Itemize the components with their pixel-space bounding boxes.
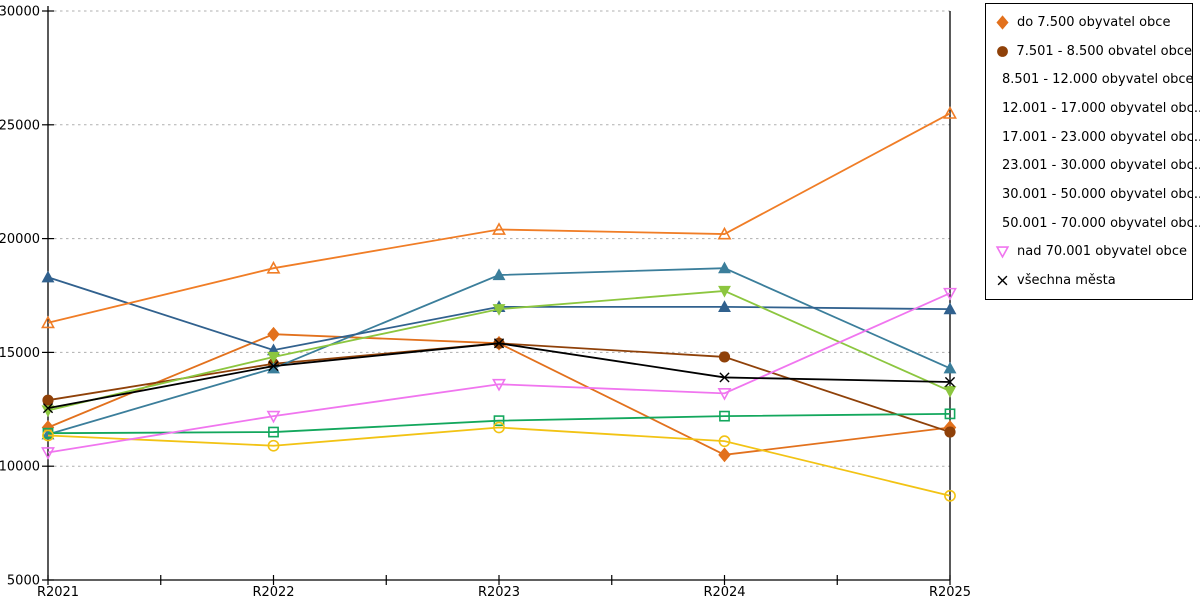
legend-box: do 7.500 obyvatel obce 7.501 - 8.500 obva… bbox=[985, 3, 1200, 300]
legend-item: 30.001 - 50.000 obyvatel obc... bbox=[986, 182, 1200, 206]
marker-triangle-down bbox=[492, 378, 506, 392]
marker-x bbox=[268, 360, 279, 372]
y-tick-label: 30000 bbox=[0, 5, 40, 20]
marker-x bbox=[493, 338, 505, 349]
marker-triangle-up bbox=[41, 270, 55, 283]
marker-triangle-up bbox=[718, 300, 731, 312]
marker-circle bbox=[944, 426, 956, 438]
marker-square bbox=[719, 410, 730, 422]
legend-marker-icon bbox=[997, 275, 1008, 286]
x-tick-label: R2023 bbox=[478, 585, 520, 600]
legend-item: 17.001 - 23.000 obyvatel obc... bbox=[986, 125, 1200, 149]
marker-triangle-up bbox=[266, 260, 281, 274]
x-tick-label: R2024 bbox=[703, 585, 745, 600]
marker-circle bbox=[718, 435, 731, 448]
marker-diamond bbox=[718, 447, 731, 463]
series-line bbox=[47, 412, 951, 435]
y-tick-label: 15000 bbox=[0, 346, 40, 361]
legend-label: 7.501 - 8.500 obvatel obce bbox=[1016, 43, 1192, 59]
marker-circle bbox=[267, 439, 280, 452]
legend-marker-icon bbox=[995, 246, 1010, 259]
legend-label: nad 70.001 obyvatel obce bbox=[1017, 244, 1187, 260]
series-line bbox=[47, 112, 951, 324]
marker-triangle-down bbox=[492, 304, 506, 316]
legend-label: 12.001 - 17.000 obyvatel obc... bbox=[1002, 101, 1200, 116]
marker-circle bbox=[718, 351, 731, 363]
marker-triangle-up bbox=[943, 302, 957, 315]
legend-item: 8.501 - 12.000 obyvatel obce bbox=[986, 68, 1194, 92]
marker-triangle-down bbox=[943, 287, 957, 301]
x-tick-label: R2021 bbox=[37, 585, 79, 600]
series-line bbox=[47, 342, 951, 433]
series-line bbox=[47, 267, 951, 436]
marker-triangle-down bbox=[41, 447, 55, 460]
marker-triangle-up bbox=[41, 315, 55, 329]
series-6 bbox=[42, 421, 956, 502]
marker-triangle-up bbox=[943, 106, 957, 119]
marker-triangle-up bbox=[718, 261, 731, 274]
marker-x bbox=[719, 372, 730, 383]
marker-circle bbox=[42, 394, 54, 406]
marker-triangle-up bbox=[267, 361, 280, 374]
marker-square bbox=[493, 415, 505, 427]
legend-item: nad 70.001 obyvatel obce bbox=[986, 240, 1192, 264]
legend-label: 17.001 - 23.000 obyvatel obc... bbox=[1002, 129, 1200, 145]
legend-item: 12.001 - 17.000 obyvatel obc... bbox=[986, 97, 1200, 121]
y-tick-label: 20000 bbox=[0, 232, 40, 247]
series-5 bbox=[42, 408, 956, 439]
marker-triangle-up bbox=[492, 268, 506, 281]
legend-marker-icon bbox=[996, 15, 1009, 30]
marker-triangle-down bbox=[995, 246, 1010, 259]
legend-marker-icon bbox=[997, 45, 1008, 57]
marker-circle bbox=[493, 421, 505, 434]
series-line bbox=[47, 426, 951, 497]
marker-diamond bbox=[267, 326, 280, 342]
marker-triangle-down bbox=[717, 387, 732, 401]
series-9 bbox=[42, 338, 956, 414]
legend-item: do 7.500 obyvatel obce bbox=[986, 11, 1192, 35]
marker-x bbox=[944, 376, 956, 388]
marker-triangle-up bbox=[943, 361, 957, 374]
legend-label: 50.001 - 70.000 obyvatel obc... bbox=[1002, 215, 1200, 231]
marker-circle bbox=[944, 489, 956, 502]
series-8 bbox=[41, 287, 957, 460]
marker-triangle-down bbox=[718, 285, 731, 298]
series-7 bbox=[41, 106, 957, 329]
marker-circle bbox=[997, 45, 1008, 57]
legend-label: 8.501 - 12.000 obyvatel obce bbox=[1002, 72, 1194, 88]
legend-item: všechna města bbox=[986, 268, 1192, 292]
marker-triangle-down bbox=[267, 351, 280, 364]
marker-triangle-down bbox=[943, 386, 957, 398]
marker-triangle-down bbox=[266, 410, 281, 424]
y-tick-label: 10000 bbox=[0, 460, 40, 475]
marker-square bbox=[944, 408, 956, 420]
series-line bbox=[47, 292, 951, 454]
marker-circle bbox=[42, 429, 54, 442]
x-tick-label: R2022 bbox=[252, 585, 294, 600]
x-tick-label: R2025 bbox=[929, 585, 971, 600]
legend-label: 23.001 - 30.000 obyvatel obc... bbox=[1002, 158, 1200, 174]
y-tick-label: 25000 bbox=[0, 118, 40, 133]
legend-label: všechna města bbox=[1017, 272, 1116, 288]
legend-label: do 7.500 obyvatel obce bbox=[1017, 15, 1171, 31]
marker-triangle-up bbox=[717, 226, 732, 240]
marker-square bbox=[268, 426, 279, 438]
marker-diamond bbox=[996, 15, 1009, 30]
legend-label: 30.001 - 50.000 obyvatel obc... bbox=[1002, 186, 1200, 202]
y-tick-label: 5000 bbox=[7, 574, 40, 589]
legend-item: 7.501 - 8.500 obvatel obce bbox=[986, 39, 1192, 63]
series-2 bbox=[41, 261, 957, 440]
marker-x bbox=[997, 275, 1008, 286]
legend-item: 23.001 - 30.000 obyvatel obc... bbox=[986, 154, 1200, 178]
marker-x bbox=[42, 403, 54, 414]
marker-triangle-up bbox=[492, 222, 506, 235]
legend-item: 50.001 - 70.000 obyvatel obc... bbox=[986, 211, 1200, 235]
